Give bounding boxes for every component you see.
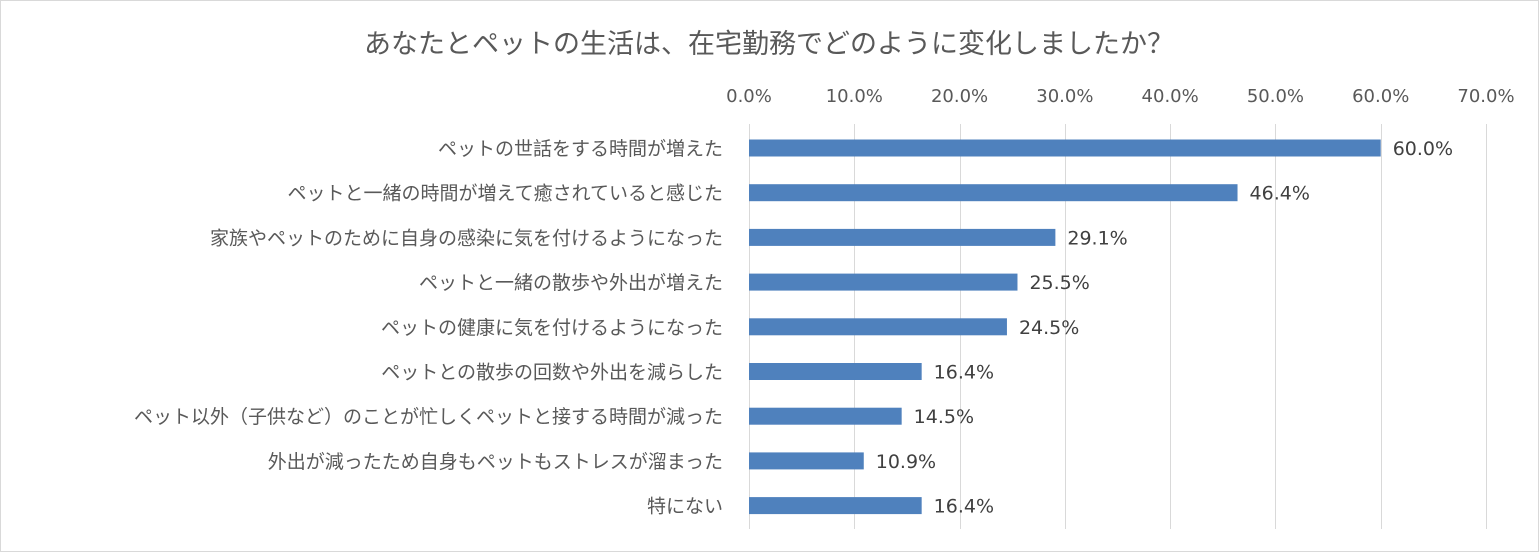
chart-title: あなたとペットの生活は、在宅勤務でどのように変化しましたか？ bbox=[364, 29, 1174, 60]
category-label: ペットの世話をする時間が増えた bbox=[438, 138, 723, 160]
bars bbox=[749, 139, 1381, 515]
bar bbox=[749, 184, 1238, 202]
data-labels: 60.0% 46.4% 29.1% 25.5% 24.5% 16.4% 14.5% 10.9%… bbox=[876, 138, 1453, 518]
category-label: ペット以外（子供など）のことが忙しくペットと接する時間が減った bbox=[134, 406, 723, 428]
data-label: 60.0% bbox=[1393, 138, 1453, 160]
data-label: 10.9% bbox=[876, 451, 936, 473]
bar bbox=[749, 318, 1007, 336]
x-tick-label: 30.0% bbox=[1036, 86, 1093, 107]
category-label: ペットとの散歩の回数や外出を減らした bbox=[381, 362, 723, 384]
bar bbox=[749, 139, 1381, 157]
data-label: 25.5% bbox=[1029, 272, 1089, 294]
x-tick-label: 60.0% bbox=[1352, 86, 1409, 107]
x-tick-label: 0.0% bbox=[726, 86, 772, 107]
category-label: 特にない bbox=[647, 496, 723, 518]
bar bbox=[749, 407, 902, 425]
category-label: ペットと一緒の時間が増えて癒されていると感じた bbox=[288, 183, 723, 205]
x-tick-label: 20.0% bbox=[931, 86, 988, 107]
bar bbox=[749, 452, 864, 470]
category-label: ペットの健康に気を付けるようになった bbox=[381, 317, 723, 339]
data-label: 29.1% bbox=[1067, 227, 1127, 249]
x-tick-label: 10.0% bbox=[826, 86, 883, 107]
category-label: ペットと一緒の散歩や外出が増えた bbox=[419, 272, 723, 294]
category-label: 外出が減ったため自身もペットもストレスが溜まった bbox=[268, 451, 723, 473]
x-axis-ticks: 0.0% 10.0% 20.0% 30.0% 40.0% 50.0% 60.0% 70.0% bbox=[726, 86, 1514, 107]
data-label: 46.4% bbox=[1250, 183, 1310, 205]
bar bbox=[749, 228, 1056, 246]
x-tick-label: 50.0% bbox=[1247, 86, 1304, 107]
data-label: 24.5% bbox=[1019, 317, 1079, 339]
bar bbox=[749, 273, 1018, 291]
category-label: 家族やペットのために自身の感染に気を付けるようになった bbox=[210, 227, 723, 249]
x-tick-label: 40.0% bbox=[1142, 86, 1199, 107]
bar bbox=[749, 363, 922, 380]
data-label: 16.4% bbox=[934, 496, 994, 518]
bar bbox=[749, 497, 922, 515]
category-labels: ペットの世話をする時間が増えたペットと一緒の時間が増えて癒されていると感じた家族… bbox=[134, 138, 723, 518]
data-label: 16.4% bbox=[934, 362, 994, 384]
x-tick-label: 70.0% bbox=[1457, 86, 1514, 107]
data-label: 14.5% bbox=[914, 406, 974, 428]
